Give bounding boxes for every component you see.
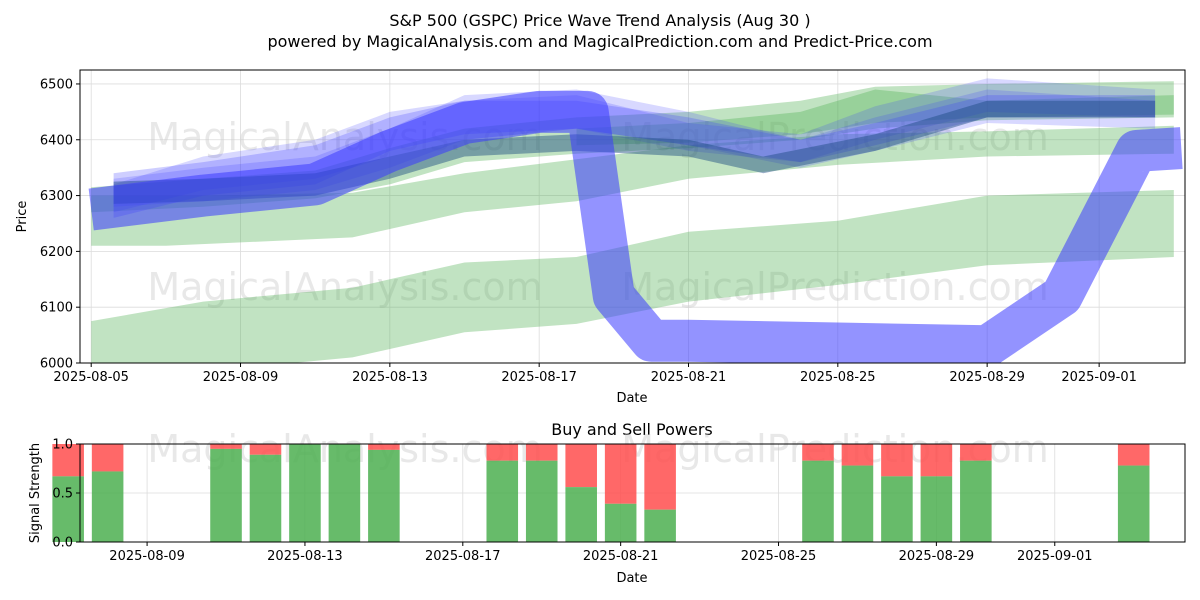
sell-bar — [1117, 444, 1150, 466]
signal-x-tick-label: 2025-08-13 — [267, 549, 343, 564]
y-tick-label: 6400 — [40, 133, 73, 148]
buy-bar — [52, 476, 84, 542]
buy-bar — [920, 476, 953, 542]
band-blue-wave-2 — [113, 78, 1156, 213]
sell-bar — [210, 444, 242, 449]
buy-bar — [210, 448, 242, 542]
sell-bar — [841, 444, 874, 466]
x-tick-label: 2025-08-29 — [949, 370, 1025, 385]
buy-bar — [525, 460, 558, 542]
y-tick-label: 6300 — [40, 189, 73, 204]
buy-bar — [1117, 465, 1150, 542]
buy-bar — [960, 460, 992, 542]
x-tick-label: 2025-08-21 — [651, 370, 727, 385]
buy-bar — [249, 454, 282, 542]
y-axis-label: Price — [15, 201, 30, 233]
buy-bar — [328, 444, 361, 542]
signal-y-tick-label: 1.0 — [52, 438, 73, 453]
buy-bar — [565, 487, 597, 542]
signal-y-tick-label: 0.5 — [52, 487, 73, 502]
chart-title: S&P 500 (GSPC) Price Wave Trend Analysis… — [389, 11, 810, 30]
price-plot: MagicalAnalysis.com MagicalPrediction.com… — [15, 69, 1186, 406]
y-tick-label: 6500 — [40, 77, 73, 92]
signal-y-axis-label: Signal Strength — [28, 443, 43, 543]
sell-bar — [91, 444, 124, 472]
sell-bar — [644, 444, 676, 510]
y-tick-label: 6200 — [40, 245, 73, 260]
signal-x-tick-label: 2025-08-25 — [741, 549, 817, 564]
x-tick-label: 2025-08-13 — [352, 370, 428, 385]
signal-x-tick-label: 2025-08-17 — [425, 549, 501, 564]
y-tick-label: 6100 — [40, 301, 73, 316]
signal-x-tick-label: 2025-08-29 — [899, 549, 975, 564]
price-bands — [88, 78, 1183, 363]
band-blue-wave-1 — [113, 89, 1156, 207]
sell-bar — [565, 444, 597, 488]
x-tick-label: 2025-09-01 — [1061, 370, 1137, 385]
x-tick-label: 2025-08-17 — [501, 370, 577, 385]
buy-bar — [644, 509, 676, 542]
sell-bar — [802, 444, 834, 461]
sell-bar — [920, 444, 953, 477]
band-blue-wave-3 — [113, 95, 1156, 218]
x-axis-label: Date — [616, 391, 647, 406]
sell-bar — [525, 444, 558, 461]
sell-bar — [249, 444, 282, 455]
buy-bar — [802, 460, 834, 542]
watermark-text: MagicalPrediction.com — [621, 265, 1049, 309]
band-green-band-wide — [91, 125, 1174, 246]
buy-bar — [841, 465, 874, 542]
signal-x-axis-label: Date — [616, 571, 647, 586]
signal-plot: Buy and Sell PowersMagicalAnalysis.comMa… — [28, 420, 1186, 586]
buy-bar — [368, 449, 400, 542]
buy-bar — [91, 471, 124, 542]
band-green-band-late — [576, 89, 1174, 146]
sell-bar — [960, 444, 992, 461]
price-ticks: 2025-08-05 2025-08-09 2025-08-13 2025-08-17… — [40, 77, 1137, 385]
watermark-text: MagicalAnalysis.com — [147, 265, 542, 309]
sell-bar — [881, 444, 913, 477]
buy-bar — [486, 460, 519, 542]
x-tick-label: 2025-08-05 — [53, 370, 129, 385]
buy-bar — [881, 476, 913, 542]
price-plot-frame — [79, 69, 1186, 364]
watermark-text: MagicalPrediction.com — [621, 115, 1049, 159]
signal-x-tick-label: 2025-08-09 — [109, 549, 185, 564]
buy-bar — [289, 444, 321, 542]
line-blue-wave-lead — [88, 90, 1183, 363]
signal-y-tick-label: 0.0 — [52, 536, 73, 551]
sell-bar — [368, 444, 400, 450]
y-tick-label: 6000 — [40, 357, 73, 372]
signal-ticks: 2025-08-09 2025-08-13 2025-08-17 2025-08-21… — [52, 438, 1092, 565]
sell-bar — [604, 444, 637, 504]
x-tick-label: 2025-08-25 — [800, 370, 876, 385]
sell-bar — [486, 444, 519, 461]
signal-x-tick-label: 2025-09-01 — [1017, 549, 1093, 564]
band-green-band-mid — [91, 190, 1174, 363]
x-tick-label: 2025-08-09 — [203, 370, 279, 385]
sell-bar — [52, 444, 84, 477]
buy-bar — [604, 503, 637, 542]
chart-subtitle: powered by MagicalAnalysis.com and Magic… — [267, 32, 932, 51]
signal-x-tick-label: 2025-08-21 — [583, 549, 659, 564]
signal-bars — [52, 444, 1150, 542]
signal-chart-title: Buy and Sell Powers — [551, 420, 713, 439]
